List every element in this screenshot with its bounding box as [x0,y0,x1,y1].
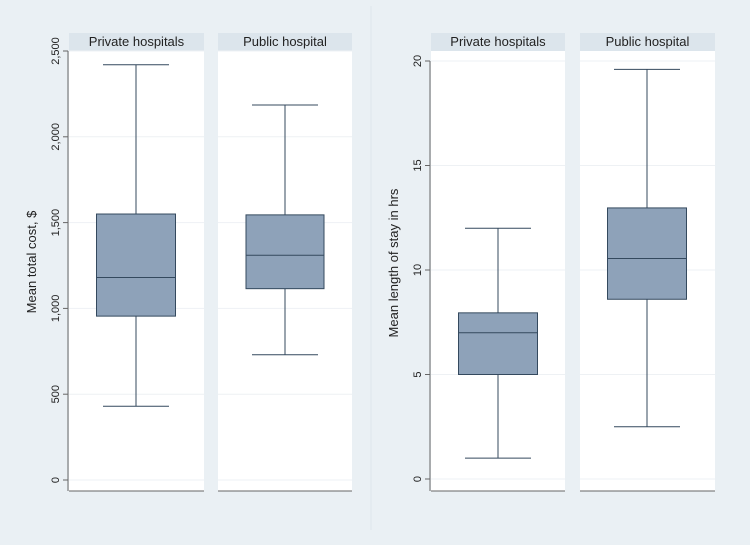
y-tick-label: 20 [412,55,424,67]
y-tick-label: 0 [412,476,424,482]
box-iqr [245,214,325,290]
y-axis-title: Mean total cost, $ [24,210,39,313]
chart-mean-length-of-stay: Private hospitals Public hospital 0 5 10 15 20… [386,33,715,492]
panel-header-label: Private hospitals [89,34,185,49]
y-tick-label: 10 [412,264,424,276]
box-iqr [458,312,538,375]
panel-header [580,33,715,51]
y-axis-title: Mean length of stay in hrs [386,188,401,337]
y-tick-label: 15 [412,159,424,171]
panel-header [431,33,565,51]
panel-header-label: Public hospital [606,34,690,49]
chart-mean-total-cost: Private hospitals Public hospital 0 500 1,00… [24,33,352,492]
panel-header [218,33,352,51]
y-tick-label: 2,000 [50,123,62,151]
panel-header-label: Public hospital [243,34,327,49]
y-tick-label: 500 [50,385,62,403]
y-tick-label: 0 [50,477,62,483]
box-iqr [607,207,687,300]
panel-header [69,33,204,51]
panel-header-label: Private hospitals [450,34,546,49]
y-tick-label: 1,000 [50,295,62,323]
y-tick-label: 5 [412,371,424,377]
y-tick-label: 2,500 [50,37,62,65]
y-tick-label: 1,500 [50,209,62,237]
box-iqr [96,213,176,317]
